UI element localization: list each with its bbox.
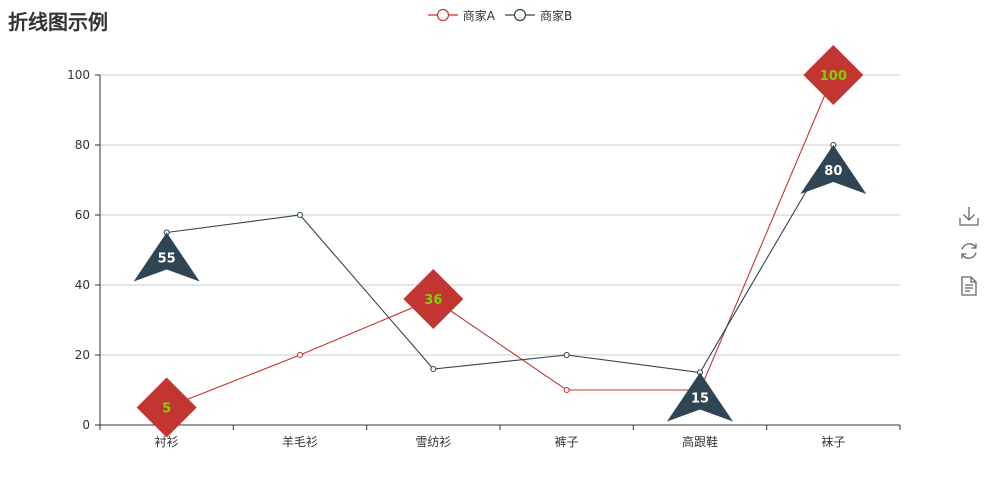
x-tick-label-2: 雪纺衫 <box>415 435 451 449</box>
mark-label-s0-1: 36 <box>424 293 442 308</box>
y-tick-label-40: 40 <box>75 278 90 292</box>
toolbox <box>958 205 980 310</box>
mark-label-s1-2: 80 <box>824 164 842 179</box>
series-line-0 <box>166 74 834 409</box>
y-tick-label-80: 80 <box>75 138 90 152</box>
x-tick-label-0: 衬衫 <box>155 435 179 449</box>
data-point-s1-3 <box>563 351 570 359</box>
data-point-s0-3 <box>563 386 570 394</box>
mark-arrow-s1-0 <box>133 232 200 282</box>
y-tick-label-0: 0 <box>82 418 90 432</box>
mark-label-s0-2: 100 <box>820 69 847 84</box>
data-view-button[interactable] <box>958 275 980 297</box>
download-button[interactable] <box>958 205 980 227</box>
series-line-1 <box>166 144 834 374</box>
series-0 <box>163 71 837 411</box>
mark-arrow-s1-2 <box>800 145 867 194</box>
legend-item-series-a[interactable]: 商家A <box>427 6 495 24</box>
data-view-icon <box>961 276 977 296</box>
data-point-s0-1 <box>296 351 304 359</box>
mark-label-s1-1: 15 <box>691 392 709 407</box>
legend-label-series-a: 商家A <box>462 8 495 23</box>
mark-diamond-s0-0 <box>136 377 197 438</box>
x-tick-label-5: 袜子 <box>821 435 845 449</box>
mark-label-s1-0: 55 <box>158 252 176 267</box>
chart-title: 折线图示例 <box>8 10 108 34</box>
mark-diamond-s0-2 <box>803 45 864 105</box>
mark-label-s0-0: 5 <box>162 402 171 417</box>
legend-item-series-b[interactable]: 商家B <box>504 6 573 24</box>
refresh-button[interactable] <box>958 240 980 262</box>
y-tick-label-100: 100 <box>67 68 90 82</box>
x-tick-label-3: 裤子 <box>555 435 579 449</box>
x-tick-label-4: 高跟鞋 <box>682 434 718 449</box>
mark-arrow-s1-1 <box>667 372 733 422</box>
legend: 商家A 商家B <box>0 6 1000 24</box>
legend-symbol-series-b <box>504 8 535 22</box>
y-tick-label-20: 20 <box>75 348 90 362</box>
x-tick-label-1: 羊毛衫 <box>282 434 318 449</box>
mark-diamond-s0-1 <box>403 269 464 329</box>
legend-symbol-series-a <box>427 8 458 22</box>
data-point-s1-1 <box>296 211 304 219</box>
refresh-icon <box>961 243 977 259</box>
data-point-s1-2 <box>430 365 437 373</box>
series-1 <box>163 141 837 376</box>
download-icon <box>959 207 979 226</box>
legend-label-series-b: 商家B <box>539 8 573 23</box>
y-tick-label-60: 60 <box>75 208 90 222</box>
